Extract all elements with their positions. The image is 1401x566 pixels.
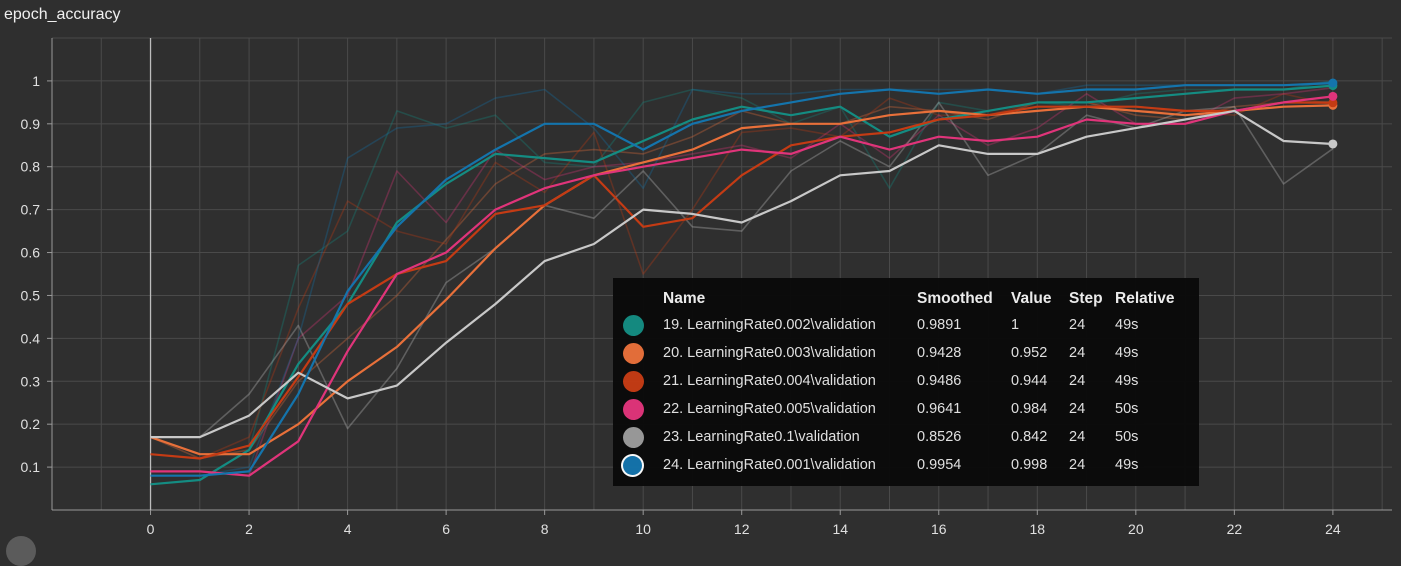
run-name: 20. LearningRate0.003\validation (663, 345, 876, 361)
x-tick-label: 4 (344, 521, 352, 537)
x-tick-label: 18 (1030, 521, 1046, 537)
table-row[interactable]: 24. LearningRate0.001\validation 0.9954 … (623, 451, 1180, 479)
smoothed-series-line (150, 109, 1333, 439)
relative-time: 49s (1115, 457, 1139, 473)
series-color-swatch (623, 342, 644, 364)
smoothed-value: 0.8526 (917, 429, 962, 445)
x-tick-label: 24 (1325, 521, 1341, 537)
x-tick-label: 0 (147, 521, 155, 537)
series-color-swatch (623, 398, 644, 420)
smoothed-value: 0.9428 (917, 345, 962, 361)
raw-series-line (150, 80, 1334, 486)
step-value: 24 (1069, 401, 1086, 417)
raw-value: 0.952 (1011, 345, 1048, 361)
axes (47, 38, 1392, 515)
x-tick-label: 22 (1227, 521, 1243, 537)
raw-value: 0.998 (1011, 457, 1048, 473)
series-end-point (1328, 91, 1338, 101)
y-tick-label: 0.6 (21, 245, 41, 261)
relative-time: 49s (1115, 373, 1139, 389)
step-value: 24 (1069, 457, 1086, 473)
run-name: 24. LearningRate0.001\validation (663, 457, 876, 473)
x-tick-label: 2 (245, 521, 253, 537)
series-color-swatch (623, 426, 644, 448)
x-tick-label: 12 (734, 521, 750, 537)
y-tick-label: 0.5 (21, 287, 41, 303)
series-tooltip: Name Smoothed Value Step Relative 19. Le… (613, 278, 1199, 486)
relative-time: 49s (1115, 345, 1139, 361)
series-color-swatch (623, 370, 644, 392)
y-tick-label: 0.1 (21, 459, 41, 475)
table-row[interactable]: 20. LearningRate0.003\validation 0.9428 … (623, 339, 1180, 367)
relative-header: Relative (1115, 290, 1175, 307)
smoothed-series-line (150, 95, 1334, 477)
smoothed-series-lines (150, 82, 1334, 486)
tick-labels: 0 2 4 6 8 10 12 14 16 18 20 22 240.10.20.30.40.50.60… (21, 73, 1341, 537)
raw-value: 0.842 (1011, 429, 1048, 445)
smoothed-value: 0.9954 (917, 457, 962, 473)
relative-time: 49s (1115, 317, 1139, 333)
raw-value: 0.984 (1011, 401, 1048, 417)
step-value: 24 (1069, 317, 1086, 333)
swatch-header (623, 287, 663, 311)
y-tick-label: 0.9 (21, 116, 41, 132)
run-name: 22. LearningRate0.005\validation (663, 401, 876, 417)
table-row[interactable]: 22. LearningRate0.005\validation 0.9641 … (623, 395, 1180, 423)
x-tick-label: 14 (832, 521, 848, 537)
series-end-markers (1328, 78, 1338, 149)
value-header: Value (1011, 290, 1052, 307)
smoothed-series-line (150, 82, 1333, 477)
accuracy-line-chart: 0 2 4 6 8 10 12 14 16 18 20 22 240.10.20.30.40.50.60… (21, 37, 1392, 537)
settings-button[interactable] (6, 536, 36, 566)
y-tick-label: 0.3 (21, 373, 41, 389)
series-end-point (1328, 98, 1338, 108)
run-name: 21. LearningRate0.004\validation (663, 373, 876, 389)
series-end-point (1328, 139, 1338, 149)
smoothed-series-line (150, 101, 1333, 460)
smoothed-series-line (150, 104, 1333, 456)
raw-series-line (150, 81, 1333, 477)
table-row[interactable]: 21. LearningRate0.004\validation 0.9486 … (623, 367, 1180, 395)
raw-value: 1 (1011, 317, 1020, 333)
name-header: Name (663, 290, 706, 307)
run-name: 23. LearningRate0.1\validation (663, 429, 860, 445)
step-value: 24 (1069, 345, 1086, 361)
tooltip-table: Name Smoothed Value Step Relative 19. Le… (623, 287, 1180, 479)
smoothed-value: 0.9891 (917, 317, 962, 333)
table-row[interactable]: 23. LearningRate0.1\validation 0.8526 0.… (623, 423, 1180, 451)
series-color-swatch (623, 455, 642, 475)
smoothed-header: Smoothed (917, 290, 993, 307)
y-tick-label: 0.7 (21, 202, 41, 218)
run-name: 19. LearningRate0.002\validation (663, 317, 876, 333)
y-tick-label: 1 (32, 73, 40, 89)
table-row[interactable]: 19. LearningRate0.002\validation 0.9891 … (623, 311, 1180, 339)
x-tick-label: 20 (1128, 521, 1144, 537)
smoothed-value: 0.9641 (917, 401, 962, 417)
y-tick-label: 0.4 (21, 330, 41, 346)
series-color-swatch (623, 314, 644, 336)
relative-time: 50s (1115, 401, 1139, 417)
x-tick-label: 10 (635, 521, 651, 537)
step-value: 24 (1069, 429, 1086, 445)
relative-time: 50s (1115, 429, 1139, 445)
step-value: 24 (1069, 373, 1086, 389)
smoothed-value: 0.9486 (917, 373, 962, 389)
y-tick-label: 0.8 (21, 159, 41, 175)
chart-title: epoch_accuracy (4, 6, 121, 23)
series-end-point (1328, 78, 1338, 88)
raw-value: 0.944 (1011, 373, 1048, 389)
step-header: Step (1069, 290, 1103, 307)
x-tick-label: 16 (931, 521, 947, 537)
x-tick-label: 6 (442, 521, 450, 537)
x-tick-label: 8 (541, 521, 549, 537)
y-tick-label: 0.2 (21, 416, 41, 432)
